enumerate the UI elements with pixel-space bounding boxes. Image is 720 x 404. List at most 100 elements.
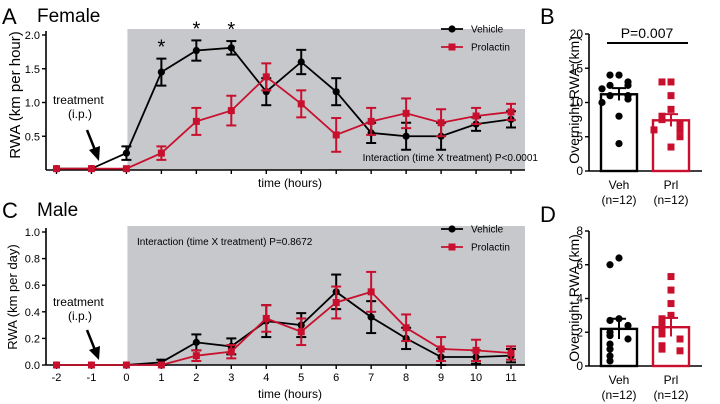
x-tick-label: 1: [158, 372, 164, 384]
individual-point: [650, 126, 658, 134]
panel-a-shaded-region: [127, 29, 525, 170]
bar: [599, 93, 639, 173]
category-n-label: (n=12): [601, 193, 636, 207]
panel-c-x-label: time (hours): [258, 387, 322, 401]
series-line: [56, 290, 512, 366]
panel-a-x-label: time (hours): [258, 176, 322, 190]
data-point: [192, 117, 200, 125]
treatment-label-line-1: treatment: [53, 295, 104, 309]
panel-c-y-label: RWA (km per day): [5, 244, 20, 349]
panel-c-legend: Vehicle Prolactin: [441, 225, 510, 254]
individual-point: [667, 92, 675, 100]
y-tick-label: 15: [570, 61, 584, 75]
data-point: [332, 298, 340, 306]
individual-point: [606, 316, 614, 325]
y-tick-label: 0.4: [25, 307, 40, 319]
legend-marker: [448, 225, 456, 233]
individual-point: [606, 340, 614, 348]
individual-point: [658, 345, 666, 353]
individual-point: [606, 332, 614, 340]
individual-point: [606, 357, 614, 365]
x-tick-label: 5: [298, 372, 304, 384]
y-tick-label: 2: [576, 325, 583, 339]
x-tick-label: 0: [123, 372, 129, 384]
category-label: Veh: [609, 178, 630, 192]
y-tick-label: 10: [570, 96, 584, 110]
data-point: [122, 361, 130, 369]
y-tick-label: 0.0: [25, 360, 40, 372]
individual-point: [624, 81, 632, 89]
panel-d-axes: 0 2 4 6 8: [576, 224, 702, 373]
panel-a-treatment-arrow: treatment (i.p.): [53, 93, 104, 161]
category-n-label: (n=12): [653, 388, 688, 402]
x-tick-label: 10: [470, 372, 482, 384]
individual-point: [624, 95, 632, 103]
data-point: [87, 165, 95, 173]
bar-group-veh: [599, 254, 639, 368]
data-point: [332, 88, 340, 96]
series-line: [56, 46, 512, 170]
individual-point: [676, 347, 684, 355]
category-n-label: (n=12): [601, 388, 636, 402]
treatment-label-line-2: (i.p.): [68, 107, 92, 121]
data-point: [227, 348, 235, 356]
individual-point: [606, 71, 614, 79]
significance-mark: *: [227, 19, 235, 41]
y-tick-label: 20: [570, 27, 584, 41]
data-point: [367, 288, 375, 296]
series-prolactin: [52, 270, 517, 369]
individual-point: [667, 286, 675, 294]
bar-group-prl: [650, 78, 691, 173]
significance-mark: *: [192, 18, 200, 40]
series-line: [56, 75, 512, 170]
individual-point: [658, 78, 666, 86]
y-tick-label: 0.6: [25, 280, 40, 292]
y-tick-label: 2.0: [25, 30, 40, 42]
individual-point: [667, 300, 675, 308]
individual-point: [615, 254, 623, 262]
individual-point: [667, 105, 675, 113]
data-point: [262, 314, 270, 322]
legend-label: Prolactin: [471, 43, 510, 54]
individual-point: [598, 85, 606, 93]
data-point: [262, 73, 270, 81]
panel-b-data: Veh(n=12)Prl(n=12): [598, 71, 691, 207]
legend-marker: [448, 43, 456, 51]
x-tick-label: 6: [333, 372, 339, 384]
individual-point: [667, 143, 675, 151]
x-tick-label: 8: [403, 372, 409, 384]
y-tick-label: 1.0: [25, 227, 40, 239]
data-point: [472, 346, 480, 354]
significance-mark: *: [157, 37, 165, 59]
individual-point: [667, 273, 675, 281]
y-tick-label: 1.0: [25, 98, 40, 110]
individual-point: [624, 321, 632, 330]
individual-point: [615, 71, 623, 79]
data-point: [402, 109, 410, 117]
data-point: [157, 149, 165, 157]
individual-point: [606, 261, 614, 269]
x-tick-label: 11: [505, 372, 516, 384]
data-point: [192, 46, 200, 55]
panel-a-arrow-head: [89, 146, 100, 161]
y-tick-label: 0: [576, 164, 583, 178]
y-tick-label: 6: [576, 258, 583, 272]
panel-b-letter: B: [540, 4, 555, 29]
data-point: [402, 324, 410, 332]
legend-label: Vehicle: [471, 225, 504, 236]
y-tick-label: 1.5: [25, 64, 40, 76]
data-point: [122, 165, 130, 173]
data-point: [437, 345, 445, 353]
treatment-label-line-2: (i.p.): [68, 309, 92, 323]
bar-group-prl: [651, 273, 691, 368]
individual-point: [606, 81, 614, 89]
legend-marker: [448, 243, 456, 251]
data-point: [157, 361, 165, 369]
data-point: [122, 149, 131, 157]
x-tick-label: 7: [368, 372, 374, 384]
y-tick-label: 0.2: [25, 333, 40, 345]
category-label: Prl: [664, 373, 679, 387]
panel-a-legend: Vehicle Prolactin: [441, 25, 510, 54]
